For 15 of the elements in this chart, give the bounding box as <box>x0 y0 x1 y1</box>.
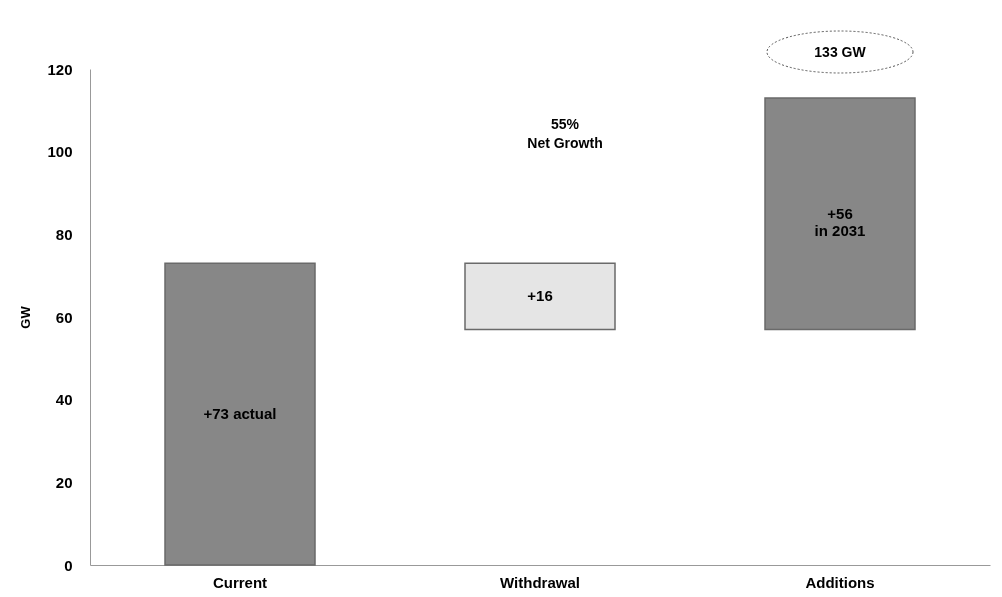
data-label: +56 in 2031 <box>814 204 866 239</box>
data-label: +16 <box>527 287 553 305</box>
x-tick-label: Current <box>212 573 268 591</box>
annotation: 55% Net Growth <box>526 115 604 153</box>
y-axis-title: GW <box>18 305 34 329</box>
y-tick-label: 60 <box>55 308 73 326</box>
x-tick-label: Withdrawal <box>500 573 580 591</box>
y-tick-label: 20 <box>55 473 73 491</box>
data-label: +73 actual <box>203 405 277 423</box>
y-tick-label: 100 <box>47 143 73 161</box>
y-tick-label: 40 <box>55 391 73 409</box>
y-tick-label: 0 <box>64 556 73 574</box>
y-tick-label: 120 <box>47 60 73 78</box>
x-tick-label: Additions <box>805 573 875 591</box>
y-tick-label: 80 <box>55 225 73 243</box>
